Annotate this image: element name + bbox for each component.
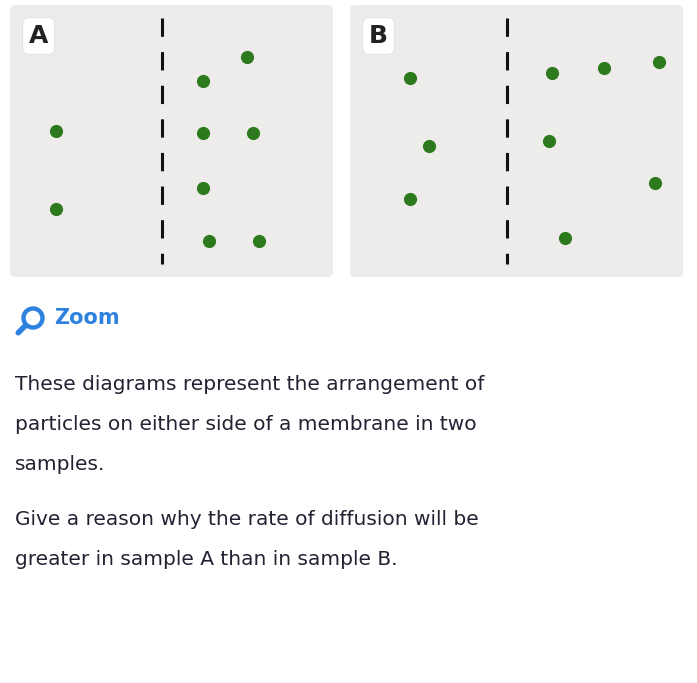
Text: particles on either side of a membrane in two: particles on either side of a membrane i…	[15, 415, 477, 434]
Point	[197, 75, 208, 86]
Text: samples.: samples.	[15, 455, 105, 474]
Point	[404, 72, 415, 83]
FancyBboxPatch shape	[10, 5, 333, 277]
Text: Give a reason why the rate of diffusion will be: Give a reason why the rate of diffusion …	[15, 510, 479, 529]
Text: These diagrams represent the arrangement of: These diagrams represent the arrangement…	[15, 375, 484, 394]
Point	[653, 57, 664, 68]
Point	[424, 141, 435, 152]
Text: greater in sample A than in sample B.: greater in sample A than in sample B.	[15, 550, 397, 569]
Point	[543, 135, 554, 146]
Text: Zoom: Zoom	[54, 308, 120, 328]
Point	[254, 235, 265, 246]
FancyBboxPatch shape	[350, 5, 683, 277]
Circle shape	[22, 307, 44, 329]
Point	[560, 232, 571, 243]
Point	[50, 204, 61, 214]
Point	[650, 178, 661, 189]
Point	[197, 128, 208, 139]
Text: B: B	[369, 24, 388, 48]
Point	[247, 128, 259, 139]
Point	[598, 62, 609, 73]
Text: +: +	[28, 311, 38, 324]
Point	[204, 235, 215, 246]
Text: A: A	[29, 24, 48, 48]
Point	[546, 68, 558, 79]
Point	[50, 125, 61, 136]
Point	[197, 182, 208, 193]
Point	[241, 52, 252, 63]
Point	[404, 193, 415, 204]
Circle shape	[26, 311, 40, 324]
